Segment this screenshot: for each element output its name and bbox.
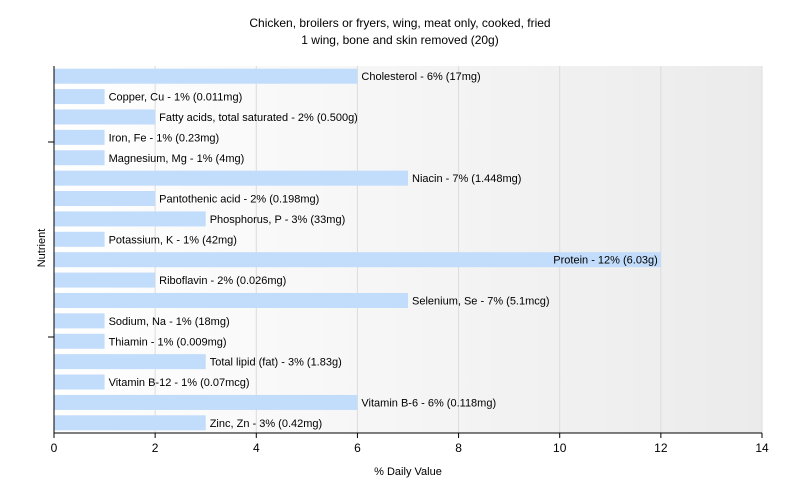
chart-title: Chicken, broilers or fryers, wing, meat … [249, 16, 551, 30]
bar [54, 170, 408, 186]
bar-data-label: Magnesium, Mg - 1% (4mg) [109, 153, 245, 165]
bar [54, 191, 156, 207]
bar-data-label: Total lipid (fat) - 3% (1.83g) [210, 357, 342, 369]
bar [54, 292, 408, 308]
x-tick-label: 0 [51, 441, 58, 455]
bar [54, 415, 206, 431]
bar [54, 129, 105, 145]
x-tick-label: 10 [553, 441, 567, 455]
chart-subtitle: 1 wing, bone and skin removed (20g) [301, 33, 499, 47]
bar-data-label: Riboflavin - 2% (0.026mg) [159, 275, 286, 287]
bar-data-label: Pantothenic acid - 2% (0.198mg) [159, 194, 319, 206]
bar [54, 374, 105, 390]
bar-data-label: Phosphorus, P - 3% (33mg) [210, 214, 346, 226]
bar-data-label: Zinc, Zn - 3% (0.42mg) [210, 418, 322, 430]
bar [54, 252, 661, 268]
x-tick-label: 4 [253, 441, 260, 455]
x-tick-label: 8 [455, 441, 462, 455]
bar-data-label: Iron, Fe - 1% (0.23mg) [109, 132, 220, 144]
bar [54, 89, 105, 105]
x-tick-label: 6 [354, 441, 361, 455]
bar [54, 394, 358, 410]
x-tick-label: 14 [755, 441, 769, 455]
bar [54, 313, 105, 329]
bar-data-label: Sodium, Na - 1% (18mg) [109, 316, 230, 328]
bar-data-label: Copper, Cu - 1% (0.011mg) [109, 92, 243, 104]
bar [54, 211, 206, 227]
bar-data-label: Niacin - 7% (1.448mg) [412, 173, 521, 185]
bar [54, 231, 105, 247]
bar [54, 68, 358, 84]
x-tick-label: 2 [152, 441, 159, 455]
bar-data-label: Selenium, Se - 7% (5.1mcg) [412, 295, 550, 307]
bar-data-label: Vitamin B-12 - 1% (0.07mcg) [109, 377, 250, 389]
bar-data-label: Thiamin - 1% (0.009mg) [109, 336, 227, 348]
bar-data-label: Protein - 12% (6.03g) [553, 255, 658, 267]
bar [54, 272, 156, 288]
bar [54, 150, 105, 166]
plot-area [54, 66, 762, 433]
y-axis-label: Nutrient [36, 228, 48, 268]
bar [54, 109, 156, 125]
x-tick-label: 12 [654, 441, 668, 455]
bar-data-label: Vitamin B-6 - 6% (0.118mg) [361, 397, 496, 409]
bar [54, 354, 206, 370]
bar-data-label: Fatty acids, total saturated - 2% (0.500… [159, 112, 358, 124]
bar [54, 333, 105, 349]
bar-data-label: Cholesterol - 6% (17mg) [361, 71, 480, 83]
bar-data-label: Potassium, K - 1% (42mg) [109, 234, 237, 246]
x-axis-label: % Daily Value [374, 466, 442, 478]
